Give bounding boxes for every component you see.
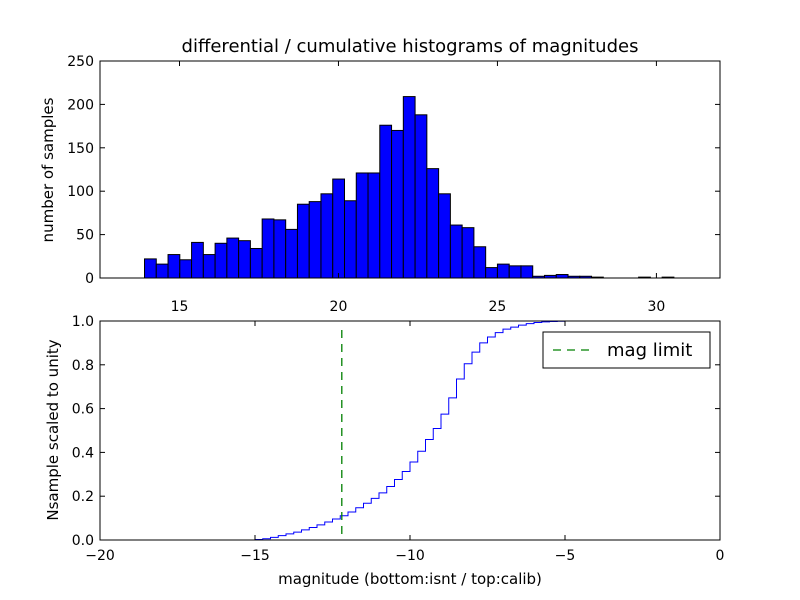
histogram-bar xyxy=(167,254,181,279)
x-tick-label: 30 xyxy=(647,299,665,315)
x-tick-label: 15 xyxy=(171,299,189,315)
histogram-bar xyxy=(214,242,228,279)
histogram-bar xyxy=(320,193,334,279)
histogram-bar xyxy=(155,263,169,279)
x-tick-label: −5 xyxy=(555,548,576,564)
histogram-bar xyxy=(308,201,322,279)
y-tick-label: 0 xyxy=(85,271,94,287)
bottom-axis-ticks: 0.0 0.2 0.4 0.6 0.8 1.0 −20 −15 −10 −5 0 xyxy=(72,314,725,564)
histogram-bar xyxy=(379,124,393,279)
top-axes-frame xyxy=(99,60,721,279)
y-tick-label: 150 xyxy=(67,141,94,157)
histogram-bar xyxy=(461,227,475,279)
y-tick-label: 0.4 xyxy=(72,445,94,461)
y-tick-label: 0.0 xyxy=(72,533,94,549)
histogram-bar xyxy=(285,228,298,279)
y-tick-label: 200 xyxy=(67,97,94,113)
x-tick-label: −15 xyxy=(240,548,270,564)
legend-label: mag limit xyxy=(607,340,692,361)
top-axis-ticks: 0 50 100 150 200 250 15 20 25 30 xyxy=(67,54,720,315)
histogram-bar xyxy=(402,96,416,279)
histogram-bar xyxy=(485,267,498,279)
x-tick-label: 0 xyxy=(716,548,725,564)
top-y-axis-label: number of samples xyxy=(39,97,57,242)
histogram-bar xyxy=(226,237,240,279)
y-tick-label: 0.8 xyxy=(72,358,94,374)
bottom-y-axis-label: Nsample scaled to unity xyxy=(44,339,62,520)
histogram-bar xyxy=(296,203,310,279)
histogram-bar xyxy=(191,241,204,279)
top-histogram-panel: differential / cumulative histograms of … xyxy=(39,36,721,315)
histogram-bar xyxy=(332,178,346,279)
histogram-bar xyxy=(555,274,569,279)
histogram-bar xyxy=(508,265,522,279)
y-tick-label: 100 xyxy=(67,184,94,200)
histogram-bar xyxy=(391,129,404,279)
histogram-bar xyxy=(202,254,216,279)
histogram-bar xyxy=(414,114,428,279)
histogram-bar xyxy=(367,172,381,279)
histogram-bar xyxy=(249,247,263,279)
y-tick-label: 50 xyxy=(76,228,94,244)
histogram-bar xyxy=(238,240,251,279)
bottom-x-axis-label: magnitude (bottom:isnt / top:calib) xyxy=(278,570,542,588)
histogram-bar xyxy=(496,263,510,279)
histogram-bar xyxy=(449,224,463,279)
x-tick-label: 20 xyxy=(330,299,348,315)
histogram-bar xyxy=(261,218,275,279)
chart-title: differential / cumulative histograms of … xyxy=(182,36,639,57)
y-tick-label: 250 xyxy=(67,54,94,70)
x-tick-label: −20 xyxy=(85,548,115,564)
x-tick-label: −10 xyxy=(395,548,425,564)
histogram-bar xyxy=(144,258,157,279)
histogram-bar xyxy=(355,172,369,279)
histogram-bar xyxy=(438,193,451,279)
histogram-bar xyxy=(344,200,357,279)
histogram-bar xyxy=(426,168,440,279)
histogram-bars xyxy=(144,96,675,279)
histogram-bar xyxy=(179,259,193,279)
histogram-bar xyxy=(473,246,487,279)
histogram-bar xyxy=(273,219,287,279)
y-tick-label: 0.2 xyxy=(72,489,94,505)
y-tick-label: 1.0 xyxy=(72,314,94,330)
bottom-cumulative-panel: 0.0 0.2 0.4 0.6 0.8 1.0 −20 −15 −10 −5 0 magnitude… xyxy=(44,314,724,588)
histogram-bar xyxy=(520,265,534,279)
y-tick-label: 0.6 xyxy=(72,402,94,418)
x-tick-label: 25 xyxy=(489,299,507,315)
legend: mag limit xyxy=(542,331,711,369)
